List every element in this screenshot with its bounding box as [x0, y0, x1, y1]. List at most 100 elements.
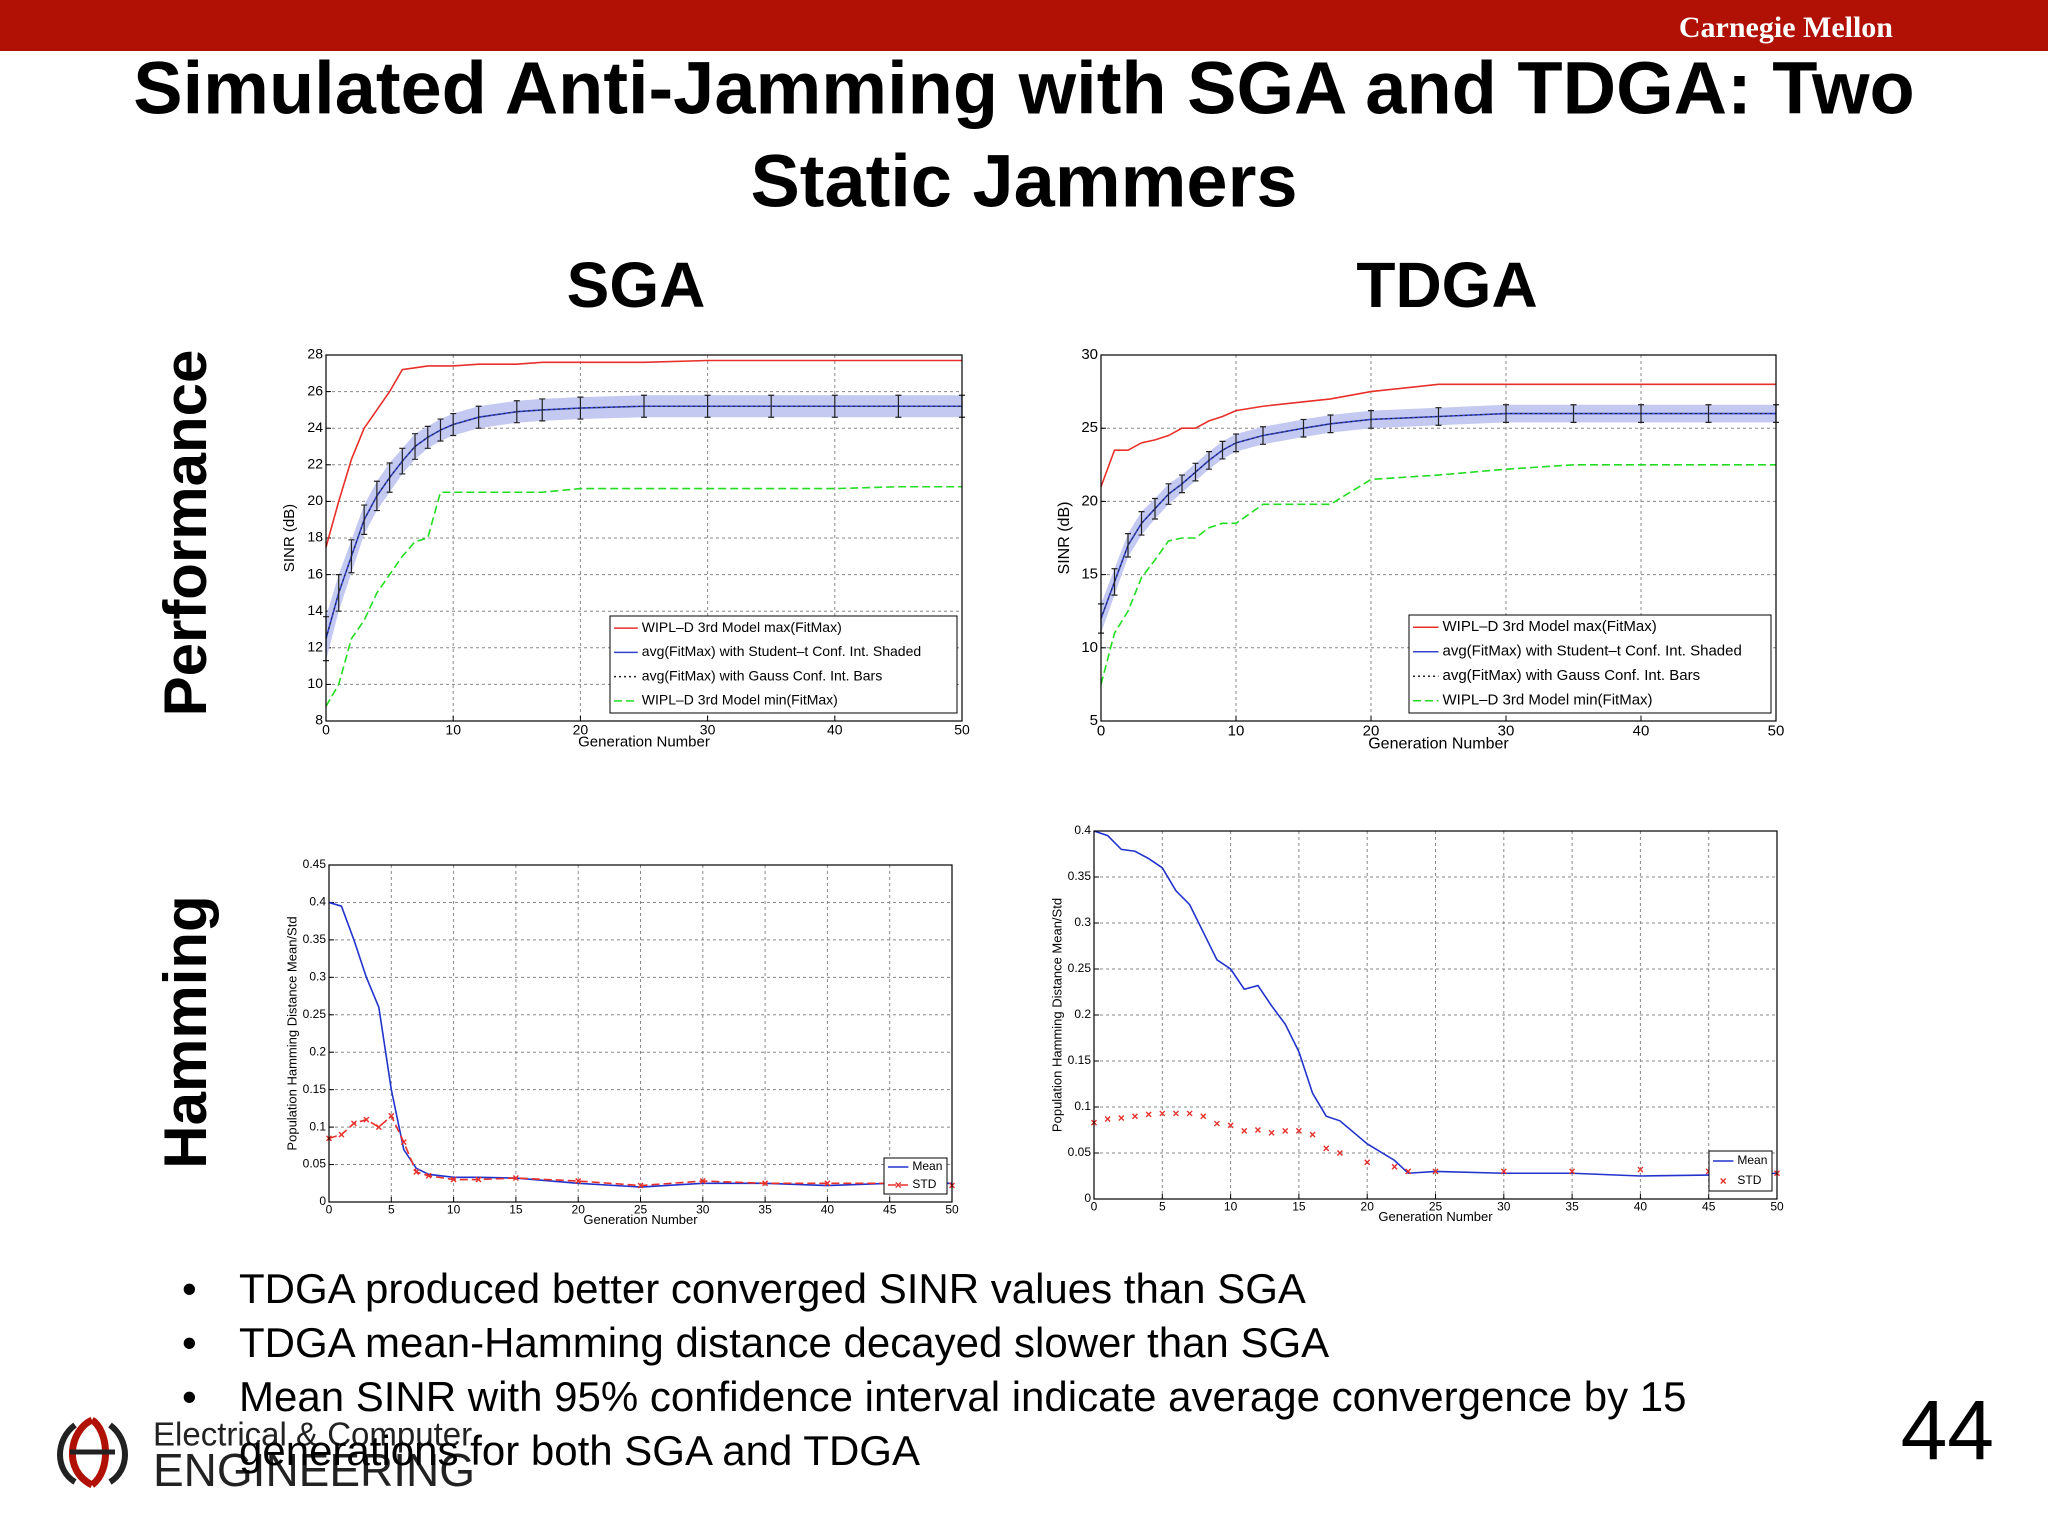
x-tick-label: 50: [945, 1203, 959, 1217]
error-bar: [1327, 414, 1334, 434]
error-bar: [1368, 410, 1374, 429]
series-marker: [1254, 1127, 1261, 1133]
x-tick-label: 30: [696, 1203, 710, 1217]
x-tick-label: 15: [509, 1203, 523, 1217]
y-tick-label: 0.4: [309, 895, 326, 909]
legend-label: Mean: [1737, 1153, 1767, 1167]
x-tick-label: 0: [326, 1203, 333, 1217]
x-tick-label: 10: [1224, 1200, 1238, 1214]
y-tick-label: 20: [1081, 492, 1098, 509]
header-bar: [0, 0, 2048, 51]
error-bar: [1219, 440, 1226, 460]
y-tick-label: 15: [1081, 566, 1098, 583]
legend-label: avg(FitMax) with Student–t Conf. Int. Sh…: [642, 643, 921, 659]
x-tick-label: 50: [1768, 722, 1785, 739]
series-marker: [1295, 1127, 1302, 1134]
series-marker: [425, 1172, 432, 1179]
y-tick-label: 0.2: [1074, 1007, 1091, 1021]
bullet: Mean SINR with 95% confidence interval i…: [170, 1370, 1850, 1478]
series-marker: [824, 1180, 831, 1187]
error-bar: [1138, 511, 1145, 536]
error-bar: [641, 394, 647, 418]
series-marker: [375, 1124, 382, 1131]
y-tick-label: 0.05: [1068, 1145, 1092, 1159]
error-bar: [831, 394, 838, 418]
y-tick-label: 25: [1081, 419, 1098, 436]
series-marker: [1391, 1163, 1398, 1170]
y-tick-label: 12: [307, 639, 323, 655]
x-tick-label: 10: [445, 722, 461, 738]
error-bar: [1705, 404, 1712, 423]
series-marker: [1309, 1131, 1316, 1138]
error-bar: [1179, 474, 1185, 494]
y-axis-label: Population Hamming Distance Mean/Std: [284, 916, 299, 1150]
legend-label: WIPL–D 3rd Model min(FitMax): [642, 692, 838, 708]
error-bar: [412, 433, 419, 460]
error-bar: [1152, 497, 1158, 520]
series-marker: [699, 1178, 706, 1185]
org-name: Carnegie Mellon: [1679, 11, 1893, 44]
x-tick-label: 45: [883, 1203, 897, 1217]
legend-label: avg(FitMax) with Student–t Conf. Int. Sh…: [1443, 643, 1742, 660]
series-line: [1093, 830, 1778, 1177]
bullet-list: TDGA produced better converged SINR valu…: [170, 1262, 1850, 1478]
series-marker: [1145, 1111, 1152, 1118]
y-tick-label: 20: [307, 492, 323, 508]
y-tick-label: 26: [307, 382, 323, 398]
series-marker: [1569, 1168, 1576, 1175]
error-bar: [348, 539, 355, 574]
error-bar: [424, 425, 431, 449]
series-marker: [512, 1175, 519, 1182]
series-marker: [1172, 1110, 1179, 1117]
x-tick-label: 30: [1497, 1200, 1511, 1214]
legend-label: WIPL–D 3rd Model max(FitMax): [642, 619, 842, 635]
bullet: TDGA mean-Hamming distance decayed slowe…: [170, 1316, 1850, 1370]
plot-frame: [328, 864, 953, 1203]
error-bar: [399, 447, 406, 475]
x-tick-label: 40: [1633, 722, 1650, 739]
y-axis-label: SINR (dB): [1056, 502, 1073, 575]
series-marker: [1637, 1166, 1644, 1173]
y-tick-label: 10: [1081, 639, 1098, 656]
row-header: Hamming: [152, 895, 219, 1168]
y-tick-label: 0.1: [309, 1119, 326, 1133]
y-tick-label: 24: [307, 419, 323, 435]
y-tick-label: 0.25: [303, 1007, 327, 1021]
x-axis-label: Generation Number: [1368, 735, 1509, 752]
y-tick-label: 0.1: [1074, 1099, 1091, 1113]
series-marker: [1227, 1122, 1234, 1129]
x-tick-label: 35: [1565, 1200, 1579, 1214]
series-marker: [575, 1178, 582, 1185]
series-marker: [475, 1176, 482, 1183]
x-tick-label: 40: [827, 722, 843, 738]
logo-mark: [57, 1416, 128, 1489]
series-line: [1100, 464, 1776, 685]
x-tick-label: 25: [1429, 1200, 1443, 1214]
series-marker: [1282, 1127, 1289, 1134]
x-tick-label: 10: [447, 1203, 461, 1217]
error-bar: [386, 462, 393, 493]
y-tick-label: 0.35: [1068, 869, 1092, 883]
y-tick-label: 0.05: [303, 1157, 327, 1171]
series-marker: [388, 1112, 395, 1119]
x-tick-label: 45: [1702, 1200, 1716, 1214]
legend-box: [1408, 614, 1772, 714]
series-marker: [1364, 1159, 1371, 1166]
plot-frame: [1093, 830, 1778, 1200]
y-tick-label: 0.4: [1074, 823, 1091, 837]
legend-swatch: [895, 1182, 902, 1188]
error-bar: [373, 480, 380, 512]
series-marker: [1186, 1110, 1193, 1117]
legend-label: avg(FitMax) with Gauss Conf. Int. Bars: [642, 667, 882, 683]
legend-swatch: [1720, 1178, 1727, 1184]
x-axis-label: Generation Number: [1378, 1209, 1493, 1224]
error-bar: [450, 412, 457, 437]
error-bar: [1260, 426, 1266, 445]
series-marker: [1432, 1168, 1439, 1175]
y-tick-label: 0: [1084, 1191, 1091, 1205]
x-tick-label: 40: [821, 1203, 835, 1217]
x-axis-label: Generation Number: [583, 1212, 698, 1227]
y-tick-label: 14: [307, 602, 323, 618]
y-tick-label: 0.2: [309, 1044, 326, 1058]
